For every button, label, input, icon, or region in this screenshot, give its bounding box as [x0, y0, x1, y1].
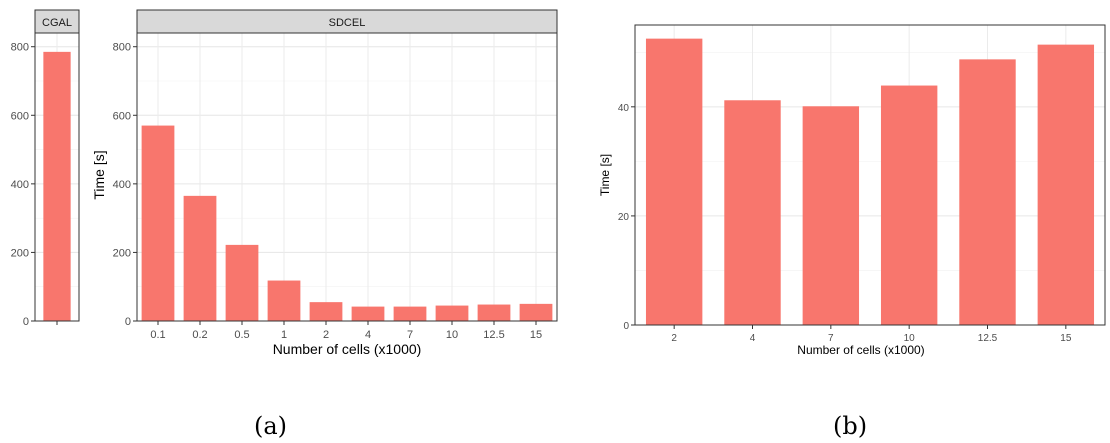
- y-tick-label: 200: [11, 247, 29, 259]
- y-tick-label: 800: [113, 42, 131, 54]
- bar: [519, 303, 553, 321]
- y-tick-label: 600: [11, 110, 29, 122]
- bar: [802, 106, 860, 325]
- x-tick-label: 15: [1060, 333, 1072, 344]
- x-tick-label: 1: [281, 329, 287, 341]
- y-tick-label: 0: [623, 321, 629, 332]
- bar: [645, 38, 703, 326]
- panel-border: [136, 32, 558, 322]
- bar: [267, 280, 301, 321]
- sdcel-strip-label: SDCEL: [329, 17, 366, 29]
- panel-b: 0 20 40 2 4 7 10 12.5 15: [618, 24, 1106, 344]
- bar: [1037, 44, 1095, 326]
- cgal-strip: CGAL: [34, 9, 80, 34]
- bar: [225, 244, 259, 321]
- y-tick-label: 40: [618, 103, 630, 114]
- x-tick-label: 7: [828, 333, 834, 344]
- y-tick-label: 400: [113, 179, 131, 191]
- x-tick-label: 10: [904, 333, 916, 344]
- bar: [880, 85, 938, 325]
- bar: [477, 304, 511, 321]
- bar: [393, 306, 427, 321]
- bar: [959, 59, 1016, 325]
- x-tick-label: 4: [365, 329, 371, 341]
- a-ylabel: Time [s]: [91, 150, 107, 199]
- x-tick-label: 2: [323, 329, 329, 341]
- caption-b: (b): [833, 412, 868, 440]
- x-tick-label: 10: [446, 329, 458, 341]
- sdcel-strip: SDCEL: [136, 9, 558, 34]
- caption-a: (a): [254, 412, 288, 440]
- b-ylabel: Time [s]: [598, 154, 612, 196]
- y-tick-label: 400: [11, 179, 29, 191]
- x-tick-label: 0.1: [150, 329, 165, 341]
- panel-background: [635, 25, 1105, 325]
- y-tick-label: 0: [125, 316, 131, 328]
- y-tick-label: 200: [113, 247, 131, 259]
- x-tick-label: 15: [530, 329, 542, 341]
- bar: [183, 195, 217, 321]
- x-tick-label: 2: [671, 333, 677, 344]
- bar: [43, 51, 71, 321]
- b-xlabel: Number of cells (x1000): [797, 343, 924, 357]
- x-tick-label: 0.5: [234, 329, 249, 341]
- sdcel-panel: 0 200 400 600 800 0.1 0.2 0.5 1 2 4 7 10 12.5 15: [113, 32, 558, 341]
- x-tick-label: 12.5: [483, 329, 504, 341]
- bar: [351, 306, 385, 321]
- y-tick-label: 20: [618, 212, 630, 223]
- bar: [724, 100, 781, 325]
- x-tick-label: 4: [750, 333, 756, 344]
- y-tick-label: 0: [23, 316, 29, 328]
- cgal-panel: 0 200 400 600 800: [11, 32, 80, 328]
- y-tick-label: 800: [11, 42, 29, 54]
- a-xlabel: Number of cells (x1000): [273, 341, 422, 357]
- panel-border: [634, 24, 1106, 326]
- x-tick-label: 0.2: [192, 329, 207, 341]
- y-tick-label: 600: [113, 110, 131, 122]
- x-tick-label: 7: [407, 329, 413, 341]
- bar: [141, 125, 175, 321]
- cgal-strip-label: CGAL: [42, 17, 72, 29]
- x-tick-label: 12.5: [978, 333, 998, 344]
- bar: [309, 302, 343, 321]
- bar: [435, 305, 469, 321]
